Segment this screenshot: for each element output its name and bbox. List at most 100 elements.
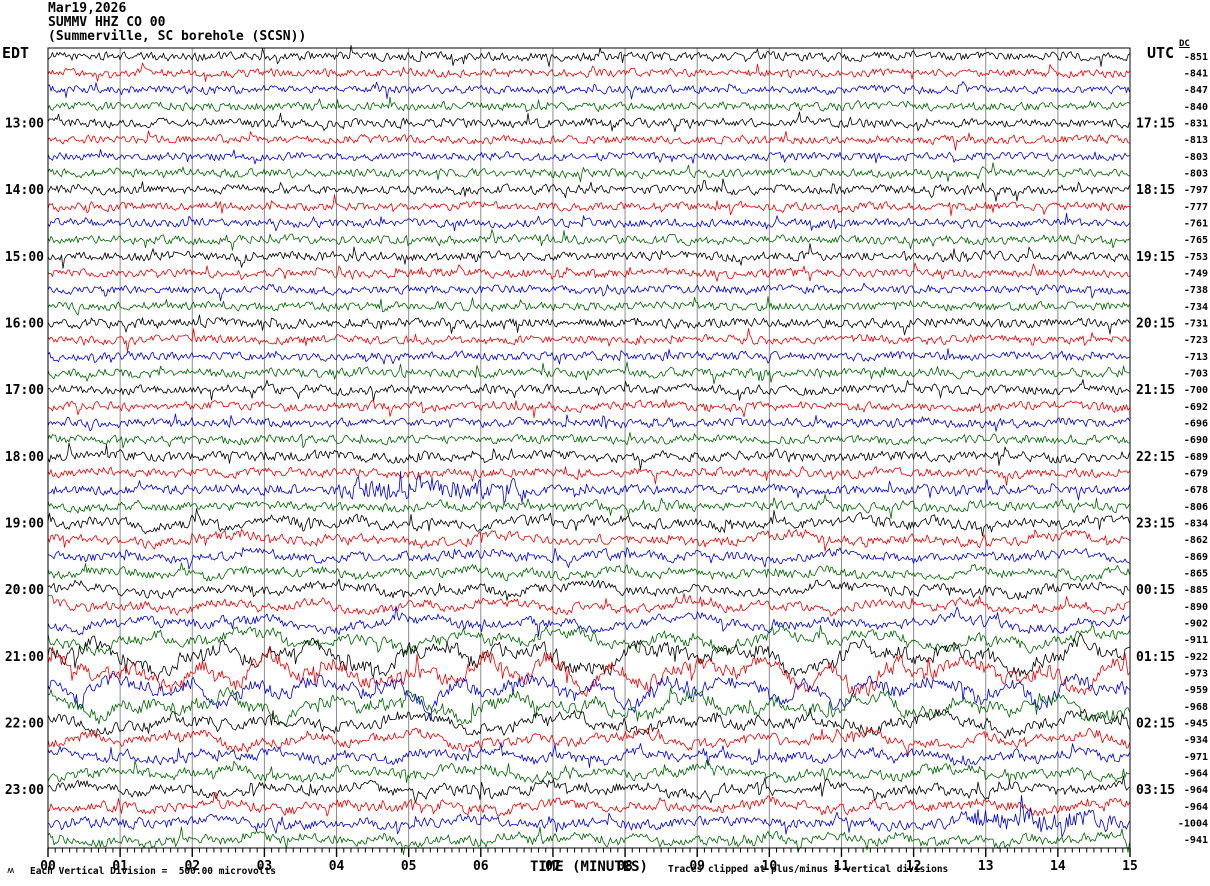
title-station: SUMMV HHZ CO 00 — [48, 15, 166, 30]
trace-row-3 — [47, 81, 1130, 100]
trace-row-41 — [47, 707, 1130, 739]
dc-value: -690 — [1184, 435, 1208, 446]
dc-value: -723 — [1184, 335, 1208, 346]
dc-value: -738 — [1184, 285, 1208, 296]
trace-row-45 — [47, 775, 1130, 804]
right-timezone-label: UTC — [1147, 44, 1175, 62]
dc-value: -945 — [1184, 719, 1208, 730]
trace-row-26 — [47, 465, 1130, 486]
dc-value: -806 — [1184, 502, 1208, 513]
dc-value: -765 — [1184, 235, 1208, 246]
x-tick-label: 09 — [689, 859, 705, 874]
x-tick-label: 11 — [834, 859, 850, 874]
dc-value: -890 — [1184, 602, 1208, 613]
x-tick-label: 12 — [906, 859, 922, 874]
x-tick-label: 01 — [112, 859, 128, 874]
dc-value: -865 — [1184, 569, 1208, 580]
dc-value: -971 — [1184, 752, 1208, 763]
dc-value: -678 — [1184, 485, 1208, 496]
trace-row-11 — [47, 212, 1130, 232]
dc-value: -922 — [1184, 652, 1208, 663]
dc-value: -968 — [1184, 702, 1208, 713]
edt-hour-label: 13:00 — [5, 117, 44, 132]
dc-value: -851 — [1184, 52, 1208, 63]
trace-row-22 — [47, 399, 1130, 419]
edt-hour-label: 20:00 — [5, 583, 44, 598]
trace-row-24 — [47, 431, 1130, 449]
utc-hour-label: 17:15 — [1136, 117, 1175, 132]
trace-row-7 — [47, 149, 1130, 165]
dc-value: -753 — [1184, 252, 1208, 263]
dc-value: -689 — [1184, 452, 1208, 463]
dc-value: -964 — [1184, 785, 1208, 796]
x-tick-label: 02 — [184, 859, 200, 874]
trace-row-5 — [47, 111, 1130, 133]
trace-row-15 — [47, 282, 1130, 302]
trace-row-4 — [47, 96, 1130, 113]
x-tick-label: 13 — [978, 859, 994, 874]
utc-hour-label: 18:15 — [1136, 183, 1175, 198]
edt-hour-label: 15:00 — [5, 250, 44, 265]
trace-row-33 — [47, 578, 1130, 601]
plot-frame — [47, 47, 1131, 849]
dc-value: -934 — [1184, 735, 1208, 746]
edt-hour-label: 23:00 — [5, 783, 44, 798]
utc-hour-label: 03:15 — [1136, 783, 1175, 798]
title-location: (Summerville, SC borehole (SCSN)) — [48, 29, 307, 44]
trace-row-44 — [47, 759, 1130, 784]
trace-row-47 — [47, 795, 1130, 838]
x-tick-label: 06 — [473, 859, 489, 874]
trace-row-46 — [47, 792, 1130, 817]
trace-row-28 — [47, 493, 1130, 519]
dc-value: -797 — [1184, 185, 1208, 196]
trace-row-12 — [47, 229, 1130, 251]
utc-hour-label: 21:15 — [1136, 383, 1175, 398]
trace-row-14 — [47, 262, 1130, 282]
trace-row-19 — [47, 348, 1130, 365]
trace-row-32 — [47, 562, 1130, 582]
dc-value: -803 — [1184, 152, 1208, 163]
dc-value: -902 — [1184, 619, 1208, 630]
trace-row-21 — [47, 378, 1130, 402]
dc-value: -964 — [1184, 802, 1208, 813]
utc-hour-label: 00:15 — [1136, 583, 1175, 598]
trace-row-10 — [47, 194, 1130, 217]
edt-hour-label: 22:00 — [5, 717, 44, 732]
title-date: Mar19,2026 — [48, 1, 127, 16]
edt-hour-label: 19:00 — [5, 517, 44, 532]
trace-row-20 — [47, 361, 1130, 385]
title-block: Mar19,2026 SUMMV HHZ CO 00 (Summerville,… — [48, 2, 306, 44]
watermark-mark: ʍ — [7, 866, 15, 876]
utc-hour-label: 01:15 — [1136, 650, 1175, 665]
edt-hour-label: 21:00 — [5, 650, 44, 665]
utc-hour-label: 20:15 — [1136, 317, 1175, 332]
trace-row-13 — [47, 243, 1130, 269]
x-tick-label: 08 — [617, 859, 633, 874]
trace-row-17 — [47, 314, 1130, 336]
x-tick-label: 04 — [329, 859, 345, 874]
x-tick-label: 14 — [1050, 859, 1066, 874]
trace-row-38 — [47, 646, 1130, 697]
dc-value: -700 — [1184, 385, 1208, 396]
trace-row-42 — [47, 726, 1130, 756]
trace-row-2 — [47, 62, 1130, 82]
trace-row-1 — [47, 45, 1130, 67]
edt-hour-label: 16:00 — [5, 317, 44, 332]
clip-note: Traces clipped at plus/minus 5 vertical … — [668, 864, 949, 875]
trace-row-27 — [47, 470, 1130, 504]
trace-row-16 — [47, 296, 1130, 316]
trace-row-6 — [47, 130, 1130, 151]
dc-value: -841 — [1184, 69, 1208, 80]
trace-row-29 — [47, 508, 1130, 537]
dc-value: -869 — [1184, 552, 1208, 563]
dc-value: -703 — [1184, 369, 1208, 380]
dc-value: -713 — [1184, 352, 1208, 363]
edt-hour-label: 14:00 — [5, 183, 44, 198]
trace-row-25 — [47, 442, 1130, 470]
dc-value: -813 — [1184, 135, 1208, 146]
dc-value: -692 — [1184, 402, 1208, 413]
trace-row-18 — [47, 328, 1130, 353]
